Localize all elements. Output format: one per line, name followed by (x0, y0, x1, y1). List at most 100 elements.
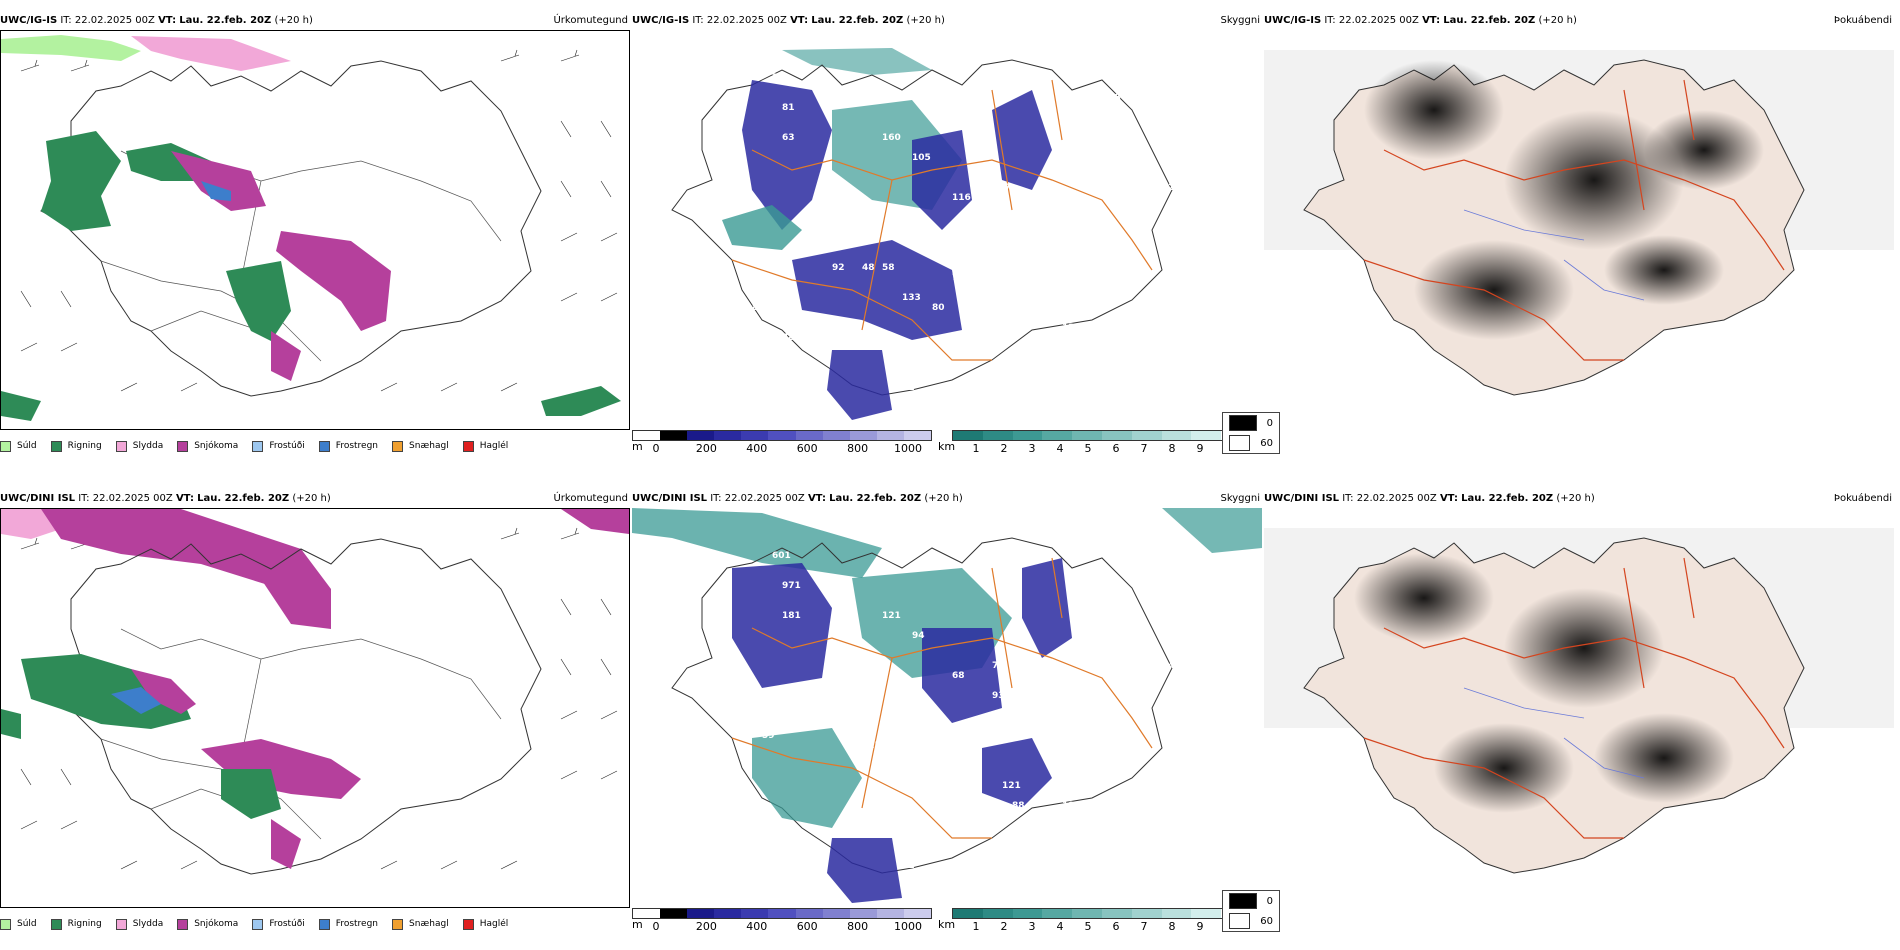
fog-dark-area (1354, 553, 1494, 643)
cloud-base-value: 106 (952, 751, 971, 761)
precip-area-rigning (1, 391, 41, 421)
cloud-base-value: 59 (762, 731, 775, 741)
precip-area-snjokoma (271, 331, 301, 381)
colorbar-tick: 2 (1000, 442, 1008, 455)
colorbar-segment (1191, 431, 1222, 440)
cloud-base-area (732, 563, 832, 688)
colorbar-segment (768, 909, 796, 918)
cloud-base-value: 111 (1002, 303, 1021, 313)
precip-area-frostregn (201, 181, 231, 201)
lead-time: (+20 h) (924, 493, 963, 504)
visibility-unit: km (938, 440, 956, 453)
cloud-base-value: 88 (1012, 801, 1025, 811)
legend-item: Snjókoma (177, 918, 238, 930)
cloud-base-value: 75 (952, 273, 965, 283)
fog-legend: 0 60 (1222, 890, 1280, 932)
colorbar-tick: 400 (746, 442, 768, 455)
cloudbase-colorbar: 0 200 400 600 800 1000 m (632, 908, 932, 938)
vt-label: VT: (1439, 493, 1458, 504)
legend-swatch (318, 918, 330, 930)
fog-dark-area (1434, 723, 1574, 813)
cloud-base-area (922, 628, 1002, 723)
cloud-base-value: 85 (752, 303, 765, 313)
cloud-panel-row2: UWC/DINI ISL IT: 22.02.2025 00Z VT: Lau.… (632, 490, 1262, 950)
panel-header: UWC/IG-IS IT: 22.02.2025 00Z VT: Lau. 22… (0, 12, 630, 30)
cloud-base-value: 75 (1122, 641, 1135, 651)
colorbar-tick: 8 (1168, 442, 1176, 455)
vt-label: VT: (175, 493, 194, 504)
cloud-base-value: 94 (912, 631, 925, 641)
fog-legend-row: 0 (1223, 413, 1279, 433)
cloud-base-value: 92 (832, 263, 845, 273)
colorbar-tick: 6 (1112, 920, 1120, 933)
precip-area-rigning (221, 769, 281, 819)
visibility-unit: km (938, 918, 956, 931)
colorbar-segment (795, 909, 823, 918)
it-label: IT: (60, 15, 72, 26)
cloud-base-value: 136 (1132, 661, 1151, 671)
legend-label: Slydda (132, 441, 164, 451)
colorbar-segment (660, 431, 688, 440)
legend-item: Frostregn (318, 918, 378, 930)
fog-legend-label: 60 (1260, 437, 1273, 449)
cloud-base-value: 63 (782, 133, 795, 143)
cloud-base-value: 95 (962, 866, 975, 876)
precip-map (0, 30, 630, 430)
cloud-base-value: 135 (1062, 323, 1081, 333)
colorbar-segment (953, 431, 983, 440)
colorbar-tick: 7 (1140, 920, 1148, 933)
model-name: UWC/IG-IS (632, 15, 690, 26)
legend-label: Rigning (67, 919, 102, 929)
cloud-base-labels: 601 971 181 121 94 68 77 93 109 125 122 457 108 106 12… (762, 551, 1191, 891)
colorbar-segment (1161, 909, 1192, 918)
legend-label: Snæhagl (409, 919, 449, 929)
precip-panel-row1: UWC/IG-IS IT: 22.02.2025 00Z VT: Lau. 22… (0, 12, 630, 472)
cloud-base-value: 81 (902, 861, 915, 871)
colorbar-tick: 200 (695, 920, 717, 933)
legend-item: Slydda (115, 440, 164, 452)
legend-item: Frostregn (318, 440, 378, 452)
legend-label: Súld (17, 919, 37, 929)
it-label: IT: (78, 493, 90, 504)
panel-header: UWC/DINI ISL IT: 22.02.2025 00Z VT: Lau.… (1264, 490, 1894, 508)
colorbar-segment (714, 431, 742, 440)
it-value: 22.02.2025 00Z (706, 15, 787, 26)
colorbar-segment (1042, 909, 1073, 918)
cloud-base-value: 95 (932, 363, 945, 373)
vt-label: VT: (807, 493, 826, 504)
legend-swatch (0, 440, 11, 452)
legend-swatch (392, 918, 404, 930)
cloud-base-value: 56 (932, 403, 945, 413)
panel-header: UWC/DINI ISL IT: 22.02.2025 00Z VT: Lau.… (632, 490, 1262, 508)
legend-item: Rigning (50, 918, 102, 930)
colorbar-segment (849, 431, 877, 440)
precip-area-snjokoma (561, 509, 629, 534)
colorbar-segment (903, 909, 932, 918)
colorbar-segment (687, 909, 715, 918)
cloud-base-area (982, 738, 1052, 808)
cloud-base-area (1022, 558, 1072, 658)
legend-swatch (462, 918, 474, 930)
cloud-base-value: 50 (1102, 591, 1115, 601)
colorbar-segment (876, 431, 904, 440)
legend-item: Frostúði (252, 440, 305, 452)
colorbar-tick: 4 (1056, 442, 1064, 455)
legend-label: Haglél (479, 441, 509, 451)
colorbar-segment (903, 431, 932, 440)
legend-item: Haglél (462, 440, 509, 452)
cloud-base-value: 68 (952, 671, 965, 681)
it-label: IT: (1342, 493, 1354, 504)
cloud-base-value: 84 (962, 388, 975, 398)
legend-swatch (392, 440, 404, 452)
cloud-base-value: 17 (1172, 203, 1185, 213)
precip-area-rigning (41, 131, 121, 231)
fog-legend-swatch (1229, 893, 1257, 909)
visibility-colorbar: 12345678910 km (938, 908, 1252, 938)
cloud-base-value: 71 (1132, 551, 1145, 561)
cloud-base-value: 133 (902, 293, 921, 303)
legend-item: Súld (0, 440, 37, 452)
precip-area-frostregn (111, 687, 161, 714)
vt-label: VT: (1422, 15, 1441, 26)
cloud-base-value: 102 (1082, 303, 1101, 313)
legend-swatch (50, 918, 62, 930)
